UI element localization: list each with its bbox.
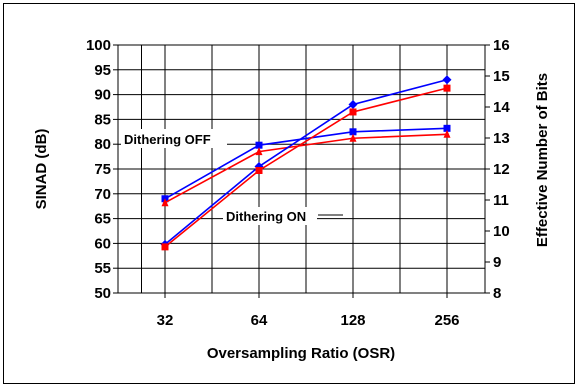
- y-tick-label: 55: [94, 260, 111, 277]
- series-line: [164, 87, 448, 248]
- x-tick-label: 64: [251, 312, 268, 329]
- data-point: [443, 124, 451, 132]
- series-group: [160, 75, 452, 251]
- x-tick-label: 32: [157, 312, 174, 329]
- annotation-box: [121, 129, 227, 148]
- data-point: [443, 84, 451, 92]
- y-tick-label: 95: [94, 62, 111, 79]
- x-tick-label: 256: [434, 312, 459, 329]
- y2-tick-label: 12: [493, 161, 510, 178]
- series-2: [161, 129, 451, 207]
- y-tick-label: 85: [94, 111, 111, 128]
- tick-marks: [113, 44, 490, 298]
- y2-tick-label: 10: [493, 223, 510, 240]
- data-point: [255, 166, 263, 174]
- annotation-dithering-off: Dithering OFF: [124, 132, 211, 147]
- data-point: [349, 108, 357, 116]
- data-point: [348, 100, 358, 110]
- annotation-dithering-on: Dithering ON: [226, 209, 306, 224]
- series-4: [161, 84, 451, 251]
- data-point: [255, 147, 263, 156]
- y2-tick-label: 13: [493, 130, 510, 147]
- y-tick-label: 70: [94, 186, 111, 203]
- y2-axis-label: Effective Number of Bits: [534, 73, 551, 247]
- series-line: [164, 127, 448, 200]
- y2-tick-label: 8: [493, 285, 501, 302]
- data-point: [349, 133, 357, 142]
- data-point: [161, 243, 169, 251]
- y-tick-label: 75: [94, 161, 111, 178]
- x-tick-label: 128: [340, 312, 365, 329]
- annotation-box: [223, 207, 317, 225]
- y-tick-label: 60: [94, 235, 111, 252]
- y-tick-label: 90: [94, 87, 111, 104]
- data-point: [443, 129, 451, 138]
- data-point: [442, 75, 452, 85]
- x-axis-label: Oversampling Ratio (OSR): [207, 345, 395, 362]
- y-tick-label: 65: [94, 211, 111, 228]
- y2-tick-label: 15: [493, 68, 510, 85]
- data-point: [255, 141, 263, 149]
- annotations: Dithering OFF Dithering ON: [121, 129, 343, 225]
- y2-tick-label: 16: [493, 37, 510, 54]
- y-tick-label: 50: [94, 285, 111, 302]
- x-axis-tick-labels: 32 64 128 256: [157, 312, 460, 329]
- y2-tick-label: 9: [493, 254, 501, 271]
- series-line: [164, 78, 448, 246]
- y2-tick-label: 11: [493, 192, 509, 209]
- y-tick-label: 100: [86, 37, 111, 54]
- series-line: [164, 133, 448, 204]
- y-axis-tick-labels: 50 55 60 65 70 75 80 85 90 95 100: [86, 37, 111, 302]
- y2-axis-tick-labels: 8 9 10 11 12 13 14 15 16: [493, 37, 510, 302]
- y-axis-label: SINAD (dB): [33, 129, 50, 210]
- y-tick-label: 80: [94, 136, 111, 153]
- y2-tick-label: 14: [493, 99, 510, 116]
- data-point: [349, 128, 357, 136]
- data-point: [161, 198, 169, 207]
